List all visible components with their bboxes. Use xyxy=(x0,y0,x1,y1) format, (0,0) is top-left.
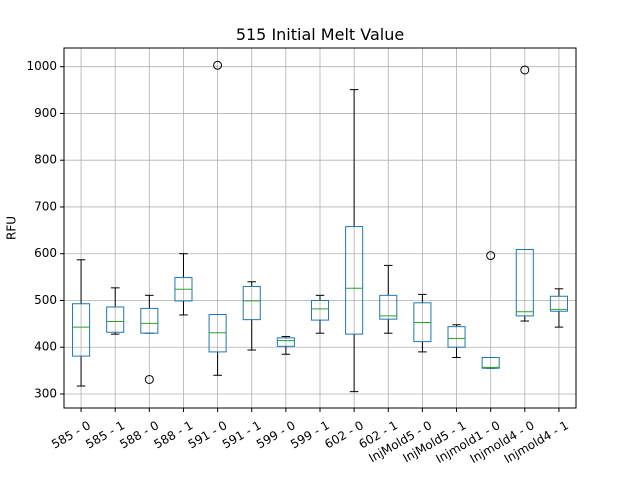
box-group xyxy=(413,293,432,353)
box-iqr xyxy=(310,299,330,321)
y-axis-label: RFU xyxy=(5,216,19,240)
box-group xyxy=(379,264,398,334)
outlier-point xyxy=(486,251,496,261)
y-tick-label: 500 xyxy=(34,293,57,307)
box-layer xyxy=(72,60,568,393)
box-iqr xyxy=(242,285,261,321)
box-iqr xyxy=(140,307,159,334)
y-tick-label: 700 xyxy=(34,199,57,213)
y-tick-label: 300 xyxy=(34,386,57,400)
box-group xyxy=(106,287,125,335)
grid-lines xyxy=(64,48,576,408)
box-group xyxy=(345,89,364,393)
box-group xyxy=(72,259,91,387)
y-tick-label: 1000 xyxy=(26,59,57,73)
box-group xyxy=(549,288,568,328)
box-iqr xyxy=(549,295,568,312)
box-iqr xyxy=(72,303,91,357)
box-group xyxy=(242,281,261,351)
box-group xyxy=(140,294,159,384)
box-group xyxy=(174,253,193,316)
box-iqr xyxy=(379,294,398,320)
outlier-point xyxy=(520,65,530,75)
box-group xyxy=(481,251,500,369)
y-tick-label: 800 xyxy=(34,153,57,167)
chart-title: 515 Initial Melt Value xyxy=(236,25,404,44)
box-iqr xyxy=(276,337,295,347)
box-iqr xyxy=(345,226,364,335)
box-group xyxy=(515,65,534,322)
box-iqr xyxy=(106,306,125,333)
outlier-point xyxy=(213,60,223,70)
y-tick-label: 900 xyxy=(34,106,57,120)
box-group xyxy=(447,324,466,359)
box-iqr xyxy=(481,357,500,369)
y-tick-label: 400 xyxy=(34,340,57,354)
box-iqr xyxy=(515,249,534,317)
y-tick-label: 600 xyxy=(34,246,57,260)
box-group xyxy=(276,335,295,355)
box-group xyxy=(208,60,227,376)
box-group xyxy=(310,294,330,334)
box-iqr xyxy=(447,326,466,348)
outlier-point xyxy=(144,374,154,384)
